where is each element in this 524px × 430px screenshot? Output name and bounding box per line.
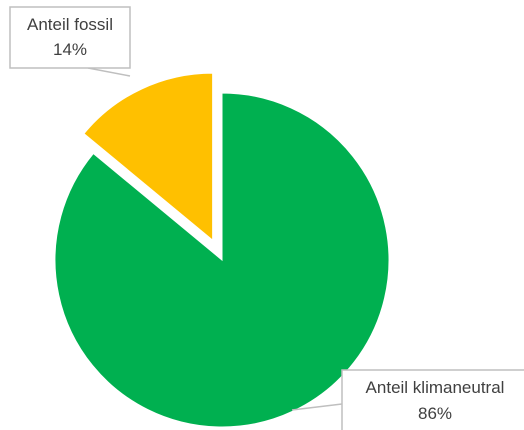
leader-line-klimaneutral xyxy=(291,403,343,411)
data-label-fossil: Anteil fossil 14% xyxy=(9,6,131,69)
pie-slices xyxy=(54,72,390,428)
data-label-klimaneutral: Anteil klimaneutral 86% xyxy=(341,369,524,430)
data-label-fossil-value: 14% xyxy=(53,40,87,59)
data-label-klimaneutral-name: Anteil klimaneutral xyxy=(366,378,505,397)
leader-line-fossil xyxy=(87,67,131,77)
pie-slice-anteil-fossil xyxy=(83,72,214,242)
pie-slice-anteil-klimaneutral xyxy=(54,92,390,428)
data-label-fossil-name: Anteil fossil xyxy=(27,15,113,34)
data-label-klimaneutral-value: 86% xyxy=(418,404,452,423)
